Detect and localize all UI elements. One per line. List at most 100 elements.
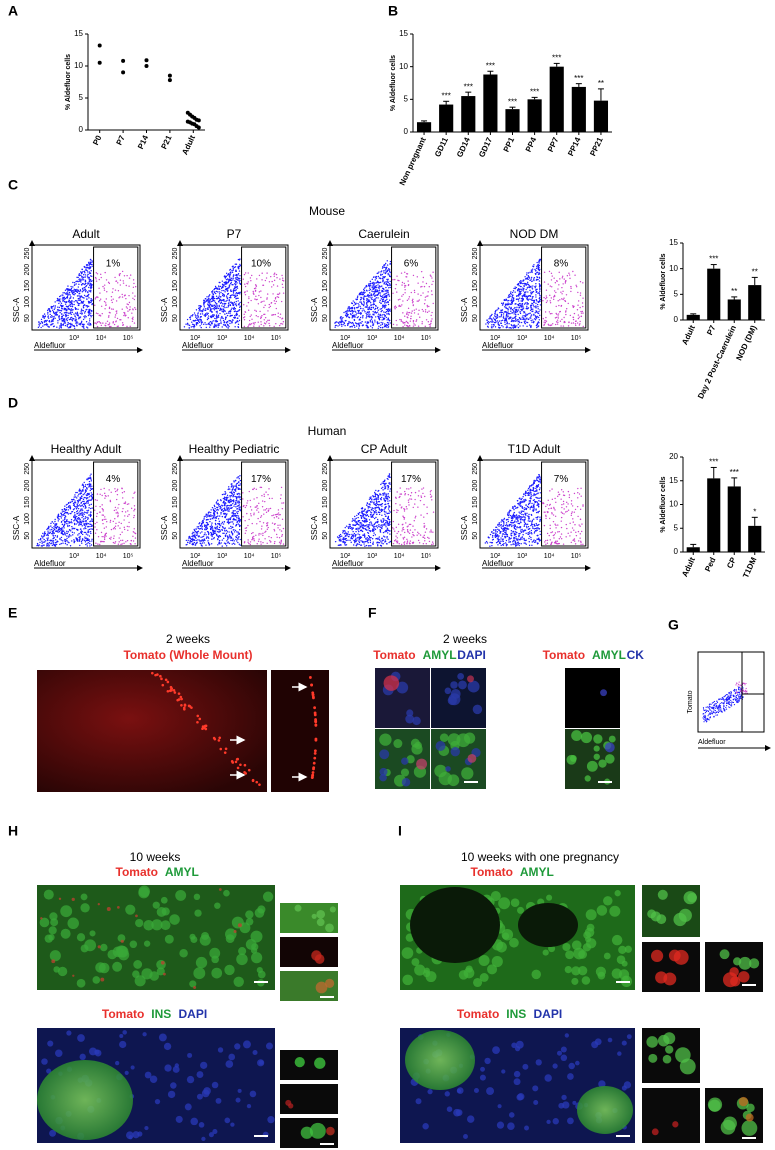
event-dot <box>581 316 582 317</box>
event-dot <box>118 544 119 545</box>
event-dot <box>508 327 509 328</box>
event-dot <box>84 272 85 273</box>
event-dot <box>69 309 70 310</box>
event-dot <box>117 489 118 490</box>
event-dot <box>256 311 257 312</box>
event-dot <box>220 499 221 500</box>
event-dot <box>70 501 71 502</box>
event-dot <box>117 507 118 508</box>
event-dot <box>239 307 240 308</box>
event-dot <box>414 324 415 325</box>
event-dot <box>407 280 408 281</box>
event-dot <box>282 323 283 324</box>
event-dot <box>276 308 277 309</box>
event-dot <box>56 300 57 301</box>
event-dot <box>277 285 278 286</box>
event-dot <box>221 305 222 306</box>
event-dot <box>124 312 125 313</box>
event-dot <box>412 302 413 303</box>
event-dot <box>229 536 230 537</box>
event-dot <box>55 542 56 543</box>
event-dot <box>196 542 197 543</box>
event-dot <box>413 320 414 321</box>
event-dot <box>51 306 52 307</box>
event-dot <box>103 515 104 516</box>
event-dot <box>85 532 86 533</box>
event-dot <box>87 267 88 268</box>
event-dot <box>45 540 46 541</box>
event-dot <box>85 521 86 522</box>
event-dot <box>85 540 86 541</box>
event-dot <box>533 322 534 323</box>
event-dot <box>229 297 230 298</box>
event-dot <box>427 291 428 292</box>
event-dot <box>187 542 188 543</box>
event-dot <box>72 306 73 307</box>
event-dot <box>104 498 105 499</box>
event-dot <box>220 512 221 513</box>
event-dot <box>386 299 387 300</box>
event-dot <box>220 525 221 526</box>
event-dot <box>71 528 72 529</box>
event-dot <box>388 285 389 286</box>
event-dot <box>232 488 233 489</box>
event-dot <box>83 521 84 522</box>
event-dot <box>370 320 371 321</box>
event-dot <box>129 306 130 307</box>
event-dot <box>238 304 239 305</box>
event-dot <box>389 274 390 275</box>
event-dot <box>91 260 92 261</box>
event-dot <box>206 300 207 301</box>
event-dot <box>341 318 342 319</box>
event-dot <box>218 531 219 532</box>
event-dot <box>365 321 366 322</box>
event-dot <box>221 290 222 291</box>
y-tick-label: 250 <box>24 463 31 475</box>
event-dot <box>127 504 128 505</box>
event-dot <box>230 289 231 290</box>
event-dot <box>219 542 220 543</box>
event-dot <box>342 324 343 325</box>
event-dot <box>55 305 56 306</box>
event-dot <box>88 500 89 501</box>
event-dot <box>74 528 75 529</box>
event-dot <box>44 531 45 532</box>
event-dot <box>89 496 90 497</box>
event-dot <box>524 276 525 277</box>
event-dot <box>67 290 68 291</box>
event-dot <box>77 314 78 315</box>
event-dot <box>228 287 229 288</box>
event-dot <box>214 508 215 509</box>
event-dot <box>97 273 98 274</box>
event-dot <box>374 320 375 321</box>
event-dot <box>78 537 79 538</box>
event-dot <box>529 280 530 281</box>
event-dot <box>431 318 432 319</box>
event-dot <box>370 281 371 282</box>
event-dot <box>341 326 342 327</box>
event-dot <box>502 326 503 327</box>
y-axis-label: % Aldefluor cells <box>660 476 667 532</box>
event-dot <box>431 284 432 285</box>
event-dot <box>500 316 501 317</box>
event-dot <box>74 500 75 501</box>
event-dot <box>88 507 89 508</box>
event-dot <box>223 533 224 534</box>
event-dot <box>406 321 407 322</box>
event-dot <box>515 309 516 310</box>
event-dot <box>133 279 134 280</box>
event-dot <box>224 513 225 514</box>
event-dot <box>80 297 81 298</box>
event-dot <box>199 539 200 540</box>
event-dot <box>84 532 85 533</box>
event-dot <box>89 285 90 286</box>
event-dot <box>52 521 53 522</box>
event-dot <box>229 495 230 496</box>
event-dot <box>48 543 49 544</box>
event-dot <box>63 531 64 532</box>
event-dot <box>89 521 90 522</box>
event-dot <box>73 542 74 543</box>
y-axis-label: % Aldefluor cells <box>65 54 72 110</box>
event-dot <box>539 294 540 295</box>
event-dot <box>353 300 354 301</box>
